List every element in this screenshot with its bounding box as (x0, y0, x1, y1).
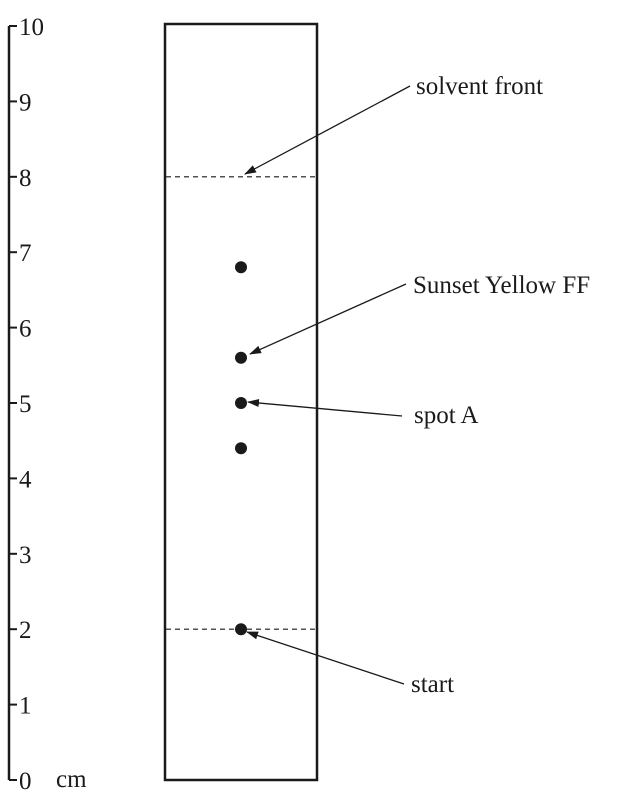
callout-arrow-spot-a (247, 399, 403, 417)
ruler-scale: 0 1 2 3 4 5 6 7 8 9 10 cm (7, 14, 87, 794)
ruler-tick-label: 1 (19, 693, 32, 720)
callouts: solvent front Sunset Yellow FF spot A st… (244, 73, 590, 698)
ruler-tick-label: 8 (19, 165, 32, 192)
tlc-plate (163, 22, 319, 782)
chromatography-spot (235, 397, 247, 409)
spots (235, 261, 247, 636)
ruler-tick-label: 6 (19, 316, 32, 343)
ruler-ticks: 0 1 2 3 4 5 6 7 8 9 10 (9, 14, 44, 794)
ruler-tick-label: 9 (19, 89, 32, 116)
callout-label-solvent-front: solvent front (416, 73, 543, 100)
ruler-tick-label: 2 (19, 617, 32, 644)
plate-outline (163, 22, 319, 782)
ruler-tick-label: 10 (19, 14, 44, 41)
callout-label-sunset-yellow: Sunset Yellow FF (413, 272, 590, 299)
chromatography-spot (235, 351, 247, 364)
callout-label-start: start (411, 671, 454, 698)
callout-label-spot-a: spot A (414, 402, 479, 429)
chromatography-spot (235, 623, 247, 636)
chromatography-spot (235, 261, 247, 274)
callout-arrow-start (246, 631, 405, 685)
ruler-tick-label: 4 (19, 466, 32, 493)
callout-arrow-sunset-yellow (249, 283, 407, 355)
callout-arrow-solvent-front (244, 85, 411, 175)
ruler-tick-label: 3 (19, 542, 32, 569)
ruler-tick-label: 0 (19, 768, 32, 794)
chromatography-spot (235, 442, 247, 455)
ruler-unit-label: cm (56, 766, 87, 793)
ruler-tick-label: 5 (19, 391, 32, 418)
ruler-tick-label: 7 (19, 240, 32, 267)
